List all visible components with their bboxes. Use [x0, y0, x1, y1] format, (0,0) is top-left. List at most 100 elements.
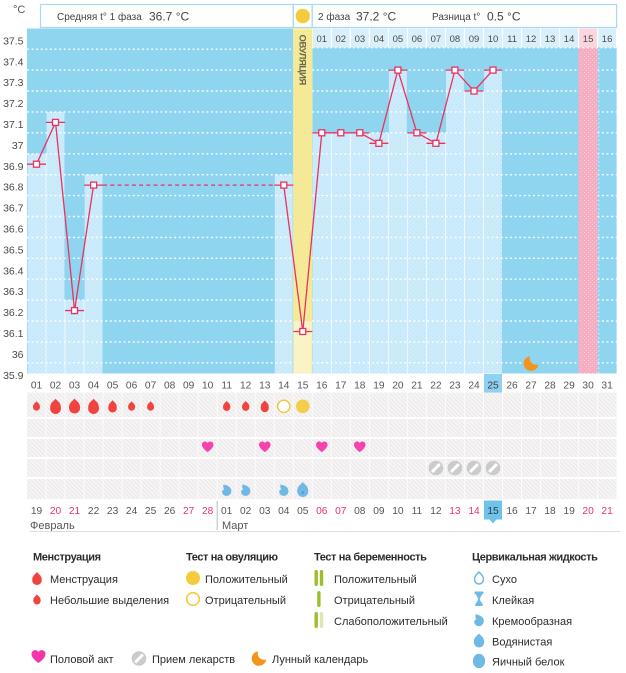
svg-text:04: 04 — [278, 506, 290, 517]
svg-text:08: 08 — [354, 506, 366, 517]
svg-text:14: 14 — [564, 34, 575, 45]
svg-text:36.6: 36.6 — [3, 224, 24, 236]
svg-text:Менструация: Менструация — [50, 574, 118, 586]
svg-text:12: 12 — [240, 380, 252, 391]
svg-text:Слабоположительный: Слабоположительный — [334, 616, 448, 628]
svg-text:15: 15 — [583, 34, 594, 45]
svg-text:20: 20 — [582, 506, 594, 517]
svg-text:36.1: 36.1 — [3, 328, 24, 340]
svg-text:28: 28 — [202, 506, 214, 517]
svg-text:21: 21 — [601, 506, 613, 517]
svg-text:27: 27 — [183, 506, 195, 517]
svg-text:22: 22 — [430, 380, 442, 391]
svg-text:Половой акт: Половой акт — [50, 654, 114, 666]
svg-text:0.5 °C: 0.5 °C — [487, 10, 521, 24]
svg-text:Цервикальная жидкость: Цервикальная жидкость — [472, 552, 598, 564]
svg-text:36.9: 36.9 — [3, 161, 24, 173]
svg-text:02: 02 — [240, 506, 252, 517]
svg-text:37.1: 37.1 — [3, 119, 24, 131]
svg-text:°C: °C — [13, 4, 25, 16]
svg-text:09: 09 — [469, 34, 480, 45]
svg-text:37.3: 37.3 — [3, 77, 24, 89]
svg-text:03: 03 — [355, 34, 366, 45]
svg-text:21: 21 — [411, 380, 423, 391]
svg-text:07: 07 — [145, 380, 157, 391]
svg-text:36: 36 — [12, 349, 24, 361]
svg-text:15: 15 — [297, 380, 309, 391]
svg-text:37.2 °C: 37.2 °C — [356, 10, 396, 24]
svg-text:37: 37 — [12, 140, 24, 152]
svg-text:25: 25 — [487, 380, 499, 391]
svg-text:20: 20 — [392, 380, 404, 391]
svg-text:04: 04 — [88, 380, 100, 391]
svg-text:16: 16 — [602, 34, 613, 45]
svg-text:14: 14 — [468, 506, 480, 517]
svg-text:17: 17 — [335, 380, 347, 391]
svg-text:27: 27 — [525, 380, 537, 391]
svg-text:16: 16 — [506, 506, 518, 517]
svg-text:02: 02 — [50, 380, 62, 391]
svg-text:01: 01 — [317, 34, 328, 45]
svg-text:16: 16 — [316, 380, 328, 391]
svg-text:06: 06 — [126, 380, 138, 391]
svg-text:36.4: 36.4 — [3, 265, 24, 277]
svg-text:14: 14 — [278, 380, 290, 391]
svg-text:Разница t°: Разница t° — [432, 12, 480, 23]
svg-text:22: 22 — [88, 506, 100, 517]
svg-text:18: 18 — [354, 380, 366, 391]
svg-text:05: 05 — [393, 34, 404, 45]
svg-text:07: 07 — [335, 506, 347, 517]
svg-text:07: 07 — [431, 34, 442, 45]
svg-text:31: 31 — [601, 380, 613, 391]
svg-text:37.4: 37.4 — [3, 56, 24, 68]
svg-text:Прием лекарств: Прием лекарств — [152, 654, 235, 666]
svg-text:08: 08 — [164, 380, 176, 391]
svg-text:Сухо: Сухо — [492, 574, 517, 586]
svg-text:15: 15 — [487, 506, 499, 517]
svg-text:05: 05 — [107, 380, 119, 391]
svg-text:17: 17 — [525, 506, 537, 517]
svg-text:10: 10 — [202, 380, 214, 391]
svg-text:ОВУЛЯЦИЯ: ОВУЛЯЦИЯ — [296, 35, 307, 86]
svg-text:04: 04 — [374, 34, 385, 45]
svg-text:09: 09 — [183, 380, 195, 391]
svg-text:09: 09 — [373, 506, 385, 517]
svg-text:36.2: 36.2 — [3, 307, 24, 319]
svg-text:35.9: 35.9 — [3, 370, 24, 382]
svg-text:Небольшие выделения: Небольшие выделения — [50, 595, 169, 607]
svg-text:11: 11 — [221, 380, 232, 391]
svg-text:06: 06 — [412, 34, 423, 45]
svg-text:Положительный: Положительный — [334, 574, 417, 586]
svg-text:23: 23 — [107, 506, 119, 517]
svg-text:01: 01 — [221, 506, 233, 517]
svg-text:13: 13 — [449, 506, 461, 517]
svg-text:36.8: 36.8 — [3, 182, 24, 194]
svg-text:18: 18 — [544, 506, 556, 517]
svg-text:Клейкая: Клейкая — [492, 595, 534, 607]
svg-text:Отрицательный: Отрицательный — [205, 595, 286, 607]
svg-text:25: 25 — [145, 506, 157, 517]
svg-text:08: 08 — [450, 34, 461, 45]
svg-text:Лунный календарь: Лунный календарь — [272, 654, 369, 666]
svg-text:24: 24 — [126, 506, 138, 517]
svg-text:36.3: 36.3 — [3, 286, 24, 298]
svg-text:11: 11 — [412, 506, 423, 517]
svg-text:Яичный белок: Яичный белок — [492, 657, 565, 669]
svg-text:Февраль: Февраль — [30, 520, 75, 532]
svg-text:19: 19 — [563, 506, 575, 517]
svg-text:03: 03 — [259, 506, 271, 517]
svg-text:29: 29 — [563, 380, 575, 391]
svg-text:11: 11 — [507, 34, 517, 45]
svg-text:01: 01 — [31, 380, 43, 391]
svg-text:26: 26 — [506, 380, 518, 391]
svg-text:20: 20 — [50, 506, 62, 517]
svg-text:Средняя t° 1 фаза: Средняя t° 1 фаза — [57, 11, 142, 23]
svg-text:02: 02 — [336, 34, 347, 45]
svg-text:26: 26 — [164, 506, 176, 517]
svg-text:30: 30 — [582, 380, 594, 391]
svg-text:13: 13 — [545, 34, 556, 45]
svg-text:10: 10 — [488, 34, 499, 45]
svg-text:19: 19 — [373, 380, 385, 391]
svg-text:37.2: 37.2 — [3, 98, 24, 110]
svg-text:Менструация: Менструация — [33, 552, 101, 564]
